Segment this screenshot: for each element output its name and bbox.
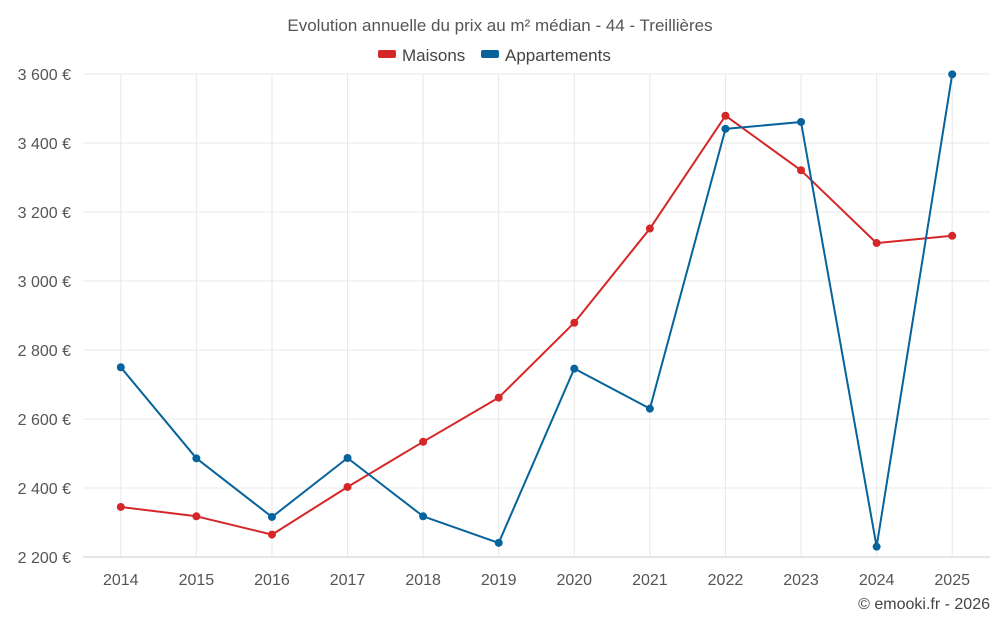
x-tick-label: 2018	[405, 572, 441, 589]
data-point-maisons[interactable]	[192, 512, 201, 521]
data-point-maisons[interactable]	[419, 437, 428, 446]
y-tick-label: 3 200 €	[18, 205, 71, 222]
legend-swatch-maisons	[378, 50, 396, 58]
data-point-maisons[interactable]	[948, 231, 957, 240]
data-point-appartements[interactable]	[721, 124, 730, 133]
chart-title: Evolution annuelle du prix au m² médian …	[287, 16, 712, 35]
legend-swatch-appartements	[481, 50, 499, 58]
series-line-appartements	[120, 74, 954, 548]
y-axis: 2 200 € 2 400 € 2 600 € 2 800 € 3 000 € 3 200…	[18, 67, 71, 567]
y-tick-label: 3 000 €	[18, 274, 71, 291]
x-tick-label: 2014	[103, 572, 139, 589]
legend-item-appartements[interactable]: Appartements	[481, 46, 611, 65]
data-point-appartements[interactable]	[419, 512, 428, 521]
x-tick-label: 2024	[859, 572, 895, 589]
data-point-maisons[interactable]	[267, 530, 276, 539]
data-point-maisons[interactable]	[343, 482, 352, 491]
credit-text: © emooki.fr - 2026	[858, 596, 990, 613]
y-tick-label: 2 400 €	[18, 481, 71, 498]
gridlines	[83, 73, 990, 558]
legend: Maisons Appartements	[378, 46, 611, 65]
data-point-appartements[interactable]	[948, 70, 957, 79]
data-point-appartements[interactable]	[267, 512, 276, 521]
x-tick-label: 2023	[783, 572, 819, 589]
data-point-maisons[interactable]	[872, 239, 881, 248]
legend-item-maisons[interactable]: Maisons	[378, 46, 465, 65]
data-point-maisons[interactable]	[645, 224, 654, 233]
data-point-appartements[interactable]	[645, 404, 654, 413]
data-point-appartements[interactable]	[797, 117, 806, 126]
series-layer	[116, 70, 957, 551]
x-tick-label: 2015	[179, 572, 215, 589]
legend-label-appartements: Appartements	[505, 46, 611, 65]
data-point-appartements[interactable]	[116, 363, 125, 372]
y-tick-label: 3 400 €	[18, 136, 71, 153]
data-point-appartements[interactable]	[343, 453, 352, 462]
x-tick-label: 2021	[632, 572, 668, 589]
x-tick-label: 2022	[708, 572, 744, 589]
data-point-maisons[interactable]	[721, 111, 730, 120]
y-tick-label: 3 600 €	[18, 67, 71, 84]
x-tick-label: 2020	[556, 572, 592, 589]
legend-label-maisons: Maisons	[402, 46, 465, 65]
data-point-maisons[interactable]	[494, 393, 503, 402]
series-line-maisons	[120, 114, 953, 536]
data-point-maisons[interactable]	[570, 318, 579, 327]
data-point-maisons[interactable]	[116, 502, 125, 511]
x-tick-label: 2025	[934, 572, 970, 589]
data-point-appartements[interactable]	[494, 538, 503, 547]
y-tick-label: 2 200 €	[18, 550, 71, 567]
data-point-appartements[interactable]	[570, 364, 579, 373]
y-tick-label: 2 800 €	[18, 343, 71, 360]
x-tick-label: 2017	[330, 572, 366, 589]
x-axis: 2014 2015 2016 2017 2018 2019 2020 2021 2022 2023…	[103, 572, 970, 589]
data-point-maisons[interactable]	[797, 166, 806, 175]
x-tick-label: 2016	[254, 572, 290, 589]
data-point-appartements[interactable]	[872, 542, 881, 551]
x-tick-label: 2019	[481, 572, 517, 589]
data-point-appartements[interactable]	[192, 454, 201, 463]
y-tick-label: 2 600 €	[18, 412, 71, 429]
